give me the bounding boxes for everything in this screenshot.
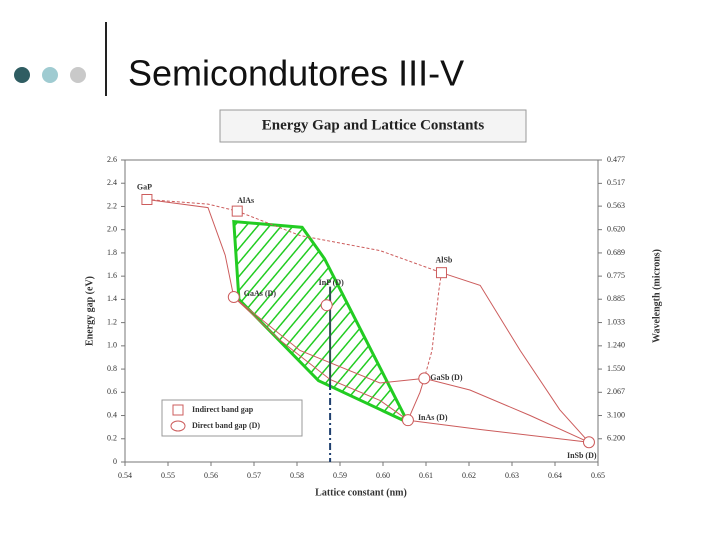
curve [237, 210, 442, 274]
point-label: GaSb (D) [430, 373, 463, 382]
point-label: GaAs (D) [244, 289, 277, 298]
y2-tick-label: 1.240 [607, 341, 625, 350]
legend-symbol [170, 420, 186, 432]
y-tick-label: 2.2 [107, 201, 117, 210]
x-tick-label: 0.57 [247, 471, 261, 480]
y-axis-label: Energy gap (eV) [84, 276, 95, 346]
point-label: InP (D) [319, 278, 344, 287]
y2-tick-label: 3.100 [607, 410, 625, 419]
x-axis-label: Lattice constant (nm) [315, 487, 407, 498]
curve [441, 272, 590, 443]
data-point [582, 436, 595, 449]
y-tick-label: 2.6 [107, 155, 117, 164]
y2-tick-label: 0.689 [607, 248, 625, 257]
legend-box [161, 399, 303, 437]
x-tick-label: 0.61 [419, 471, 433, 480]
point-label: AlSb [435, 255, 452, 264]
bullet-dot [70, 67, 86, 83]
y-tick-label: 1.0 [107, 341, 117, 350]
y2-tick-label: 0.620 [607, 224, 625, 233]
x-tick-label: 0.64 [548, 471, 562, 480]
data-point [418, 372, 431, 385]
chart-title-box [219, 109, 527, 143]
x-tick-label: 0.59 [333, 471, 347, 480]
y-tick-label: 1.8 [107, 248, 117, 257]
x-tick-label: 0.54 [118, 471, 132, 480]
point-label: GaP [137, 182, 152, 191]
data-point [141, 193, 153, 205]
slide-title: Semicondutores III-V [128, 53, 464, 94]
point-label: InSb (D) [567, 451, 597, 460]
data-point [401, 414, 414, 427]
y2-tick-label: 0.563 [607, 201, 625, 210]
y2-tick-label: 1.550 [607, 364, 625, 373]
y2-tick-label: 0.885 [607, 294, 625, 303]
curve [424, 377, 590, 443]
y2-axis-label: Wavelength (microns) [651, 249, 662, 343]
x-tick-label: 0.63 [505, 471, 519, 480]
y2-tick-label: 0.517 [607, 178, 625, 187]
point-label: InAs (D) [418, 413, 448, 422]
legend-label: Indirect band gap [192, 405, 254, 414]
y-tick-label: 1.6 [107, 271, 117, 280]
y-tick-label: 0.2 [107, 434, 117, 443]
y-tick-label: 1.4 [107, 294, 117, 303]
y-tick-label: 2.0 [107, 225, 117, 234]
bullet-dot [14, 67, 30, 83]
y-tick-label: 0.6 [107, 387, 117, 396]
data-point [227, 291, 240, 304]
data-point [435, 267, 447, 279]
y-tick-label: 0 [113, 457, 117, 466]
x-tick-label: 0.60 [376, 471, 390, 480]
point-label: AlAs [237, 196, 254, 205]
x-tick-label: 0.58 [290, 471, 304, 480]
legend-symbol [172, 404, 184, 416]
y-tick-label: 0.4 [107, 410, 117, 419]
curve [233, 296, 425, 384]
bullet-dot [42, 67, 58, 83]
chart-title: Energy Gap and Lattice Constants [262, 117, 485, 133]
y2-tick-label: 1.033 [607, 317, 625, 326]
plot-frame [124, 159, 599, 463]
y2-tick-label: 0.775 [607, 271, 625, 280]
data-point [231, 205, 243, 217]
x-tick-label: 0.55 [161, 471, 175, 480]
y-tick-label: 2.4 [107, 178, 117, 187]
y2-tick-label: 0.477 [607, 155, 625, 164]
y-tick-label: 1.2 [107, 317, 117, 326]
x-tick-label: 0.65 [591, 471, 605, 480]
curve [407, 419, 590, 443]
curve [146, 199, 235, 298]
legend-label: Direct band gap (D) [192, 421, 260, 430]
x-tick-label: 0.62 [462, 471, 476, 480]
x-tick-label: 0.56 [204, 471, 218, 480]
y2-tick-label: 2.067 [607, 387, 625, 396]
curve [146, 199, 238, 212]
curve [423, 272, 442, 379]
data-point [320, 299, 333, 312]
y2-tick-label: 6.200 [607, 434, 625, 443]
y-tick-label: 0.8 [107, 364, 117, 373]
